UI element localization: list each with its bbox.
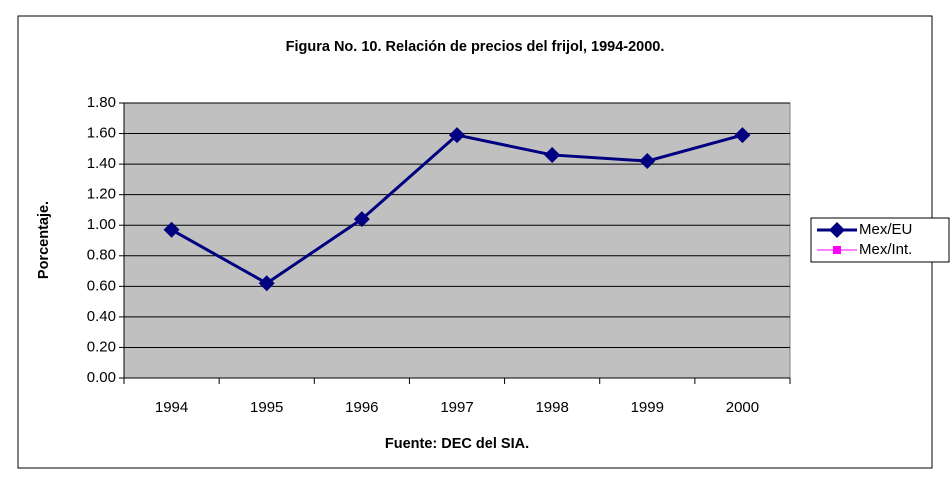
data-point — [544, 146, 561, 163]
x-tick-label: 1994 — [155, 399, 188, 416]
data-point — [449, 127, 465, 144]
legend-marker — [829, 222, 845, 238]
y-tick-label: 0.80 — [87, 247, 116, 264]
legend-marker — [833, 246, 841, 254]
data-point — [353, 211, 370, 228]
chart-title: Figura No. 10. Relación de precios del f… — [286, 39, 665, 55]
data-point — [734, 127, 751, 144]
y-tick-label: 0.60 — [87, 277, 116, 294]
x-tick-label: 1998 — [535, 399, 568, 416]
y-tick-label: 1.00 — [87, 216, 116, 233]
y-tick-label: 0.40 — [87, 308, 116, 325]
x-tick-label: 1999 — [631, 399, 664, 416]
y-tick-label: 1.60 — [87, 125, 116, 142]
x-axis-title: Fuente: DEC del SIA. — [385, 436, 529, 452]
y-tick-label: 0.20 — [87, 338, 116, 355]
y-tick-label: 1.20 — [87, 186, 116, 203]
y-tick-label: 0.00 — [87, 369, 116, 386]
y-tick-label: 1.40 — [87, 155, 116, 172]
x-tick-label: 1995 — [250, 399, 283, 416]
legend-label: Mex/EU — [859, 221, 912, 238]
y-tick-label: 1.80 — [87, 94, 116, 111]
plot-area — [123, 102, 791, 379]
data-point — [163, 221, 180, 238]
x-tick-label: 2000 — [726, 399, 759, 416]
y-axis-title: Porcentaje. — [36, 201, 52, 279]
x-tick-label: 1997 — [440, 399, 473, 416]
x-tick-label: 1996 — [345, 399, 378, 416]
data-point — [258, 275, 275, 292]
legend-label: Mex/Int. — [859, 241, 912, 258]
data-point — [639, 153, 656, 170]
